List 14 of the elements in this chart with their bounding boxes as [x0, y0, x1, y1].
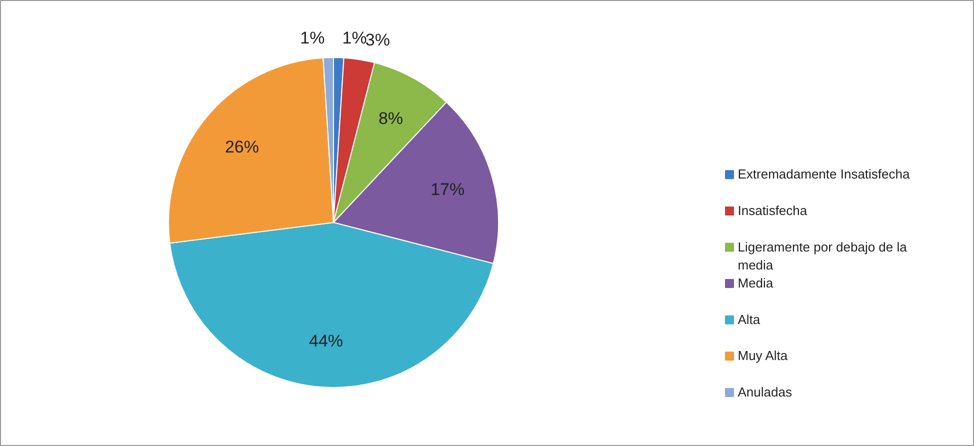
legend-label: Alta — [738, 312, 761, 327]
legend-label: Extremadamente Insatisfecha — [738, 166, 910, 182]
legend-label: Anuladas — [738, 384, 792, 400]
data-label: 44% — [309, 332, 344, 351]
data-label: 17% — [430, 180, 465, 199]
legend-label: Ligeramente por debajo de la media — [738, 239, 908, 272]
legend-label: Media — [738, 276, 774, 291]
data-label: 8% — [378, 108, 404, 128]
data-label: 1% — [300, 28, 325, 48]
data-label: 3% — [365, 30, 390, 50]
legend-label: Insatisfecha — [738, 202, 808, 218]
legend-label: Muy Alta — [738, 348, 788, 364]
data-label: 26% — [224, 137, 259, 156]
data-label: 1% — [342, 28, 367, 48]
